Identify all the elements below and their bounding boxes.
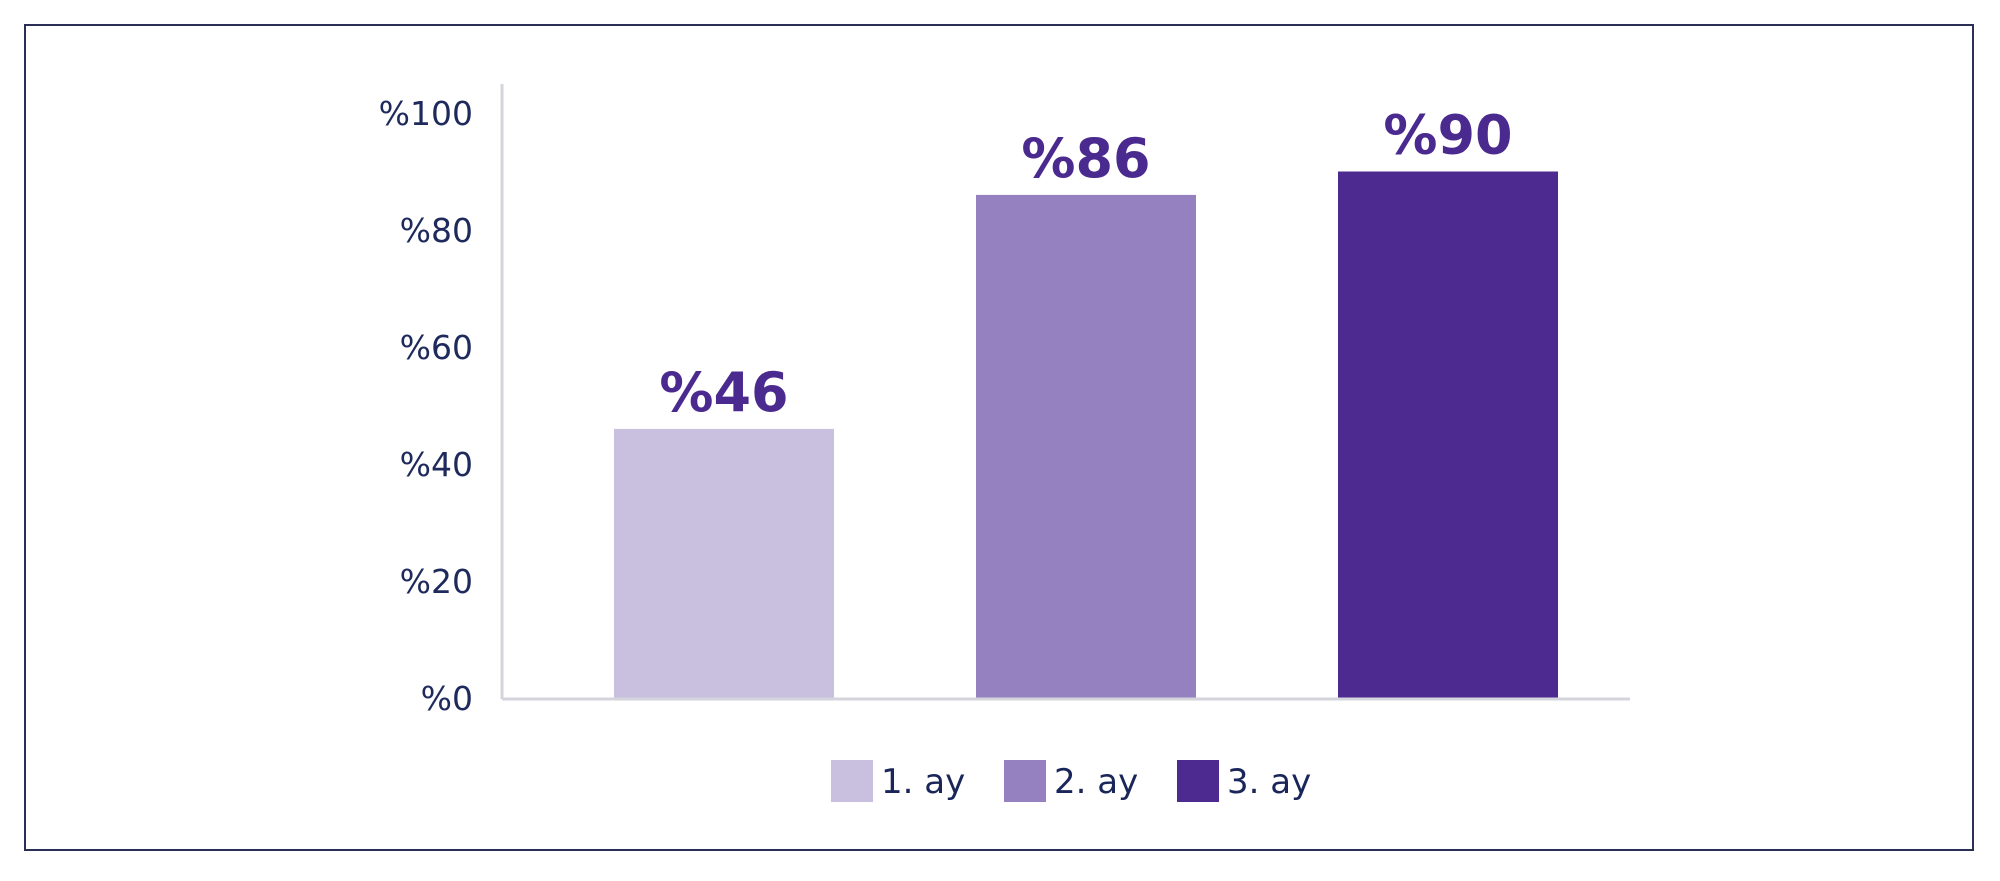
y-tick-label: %100 (379, 94, 473, 133)
y-tick-label: %20 (400, 562, 473, 601)
y-tick-label: %80 (400, 211, 473, 250)
bar (1338, 171, 1558, 698)
y-axis-ticks: %0 %20 %40 %60 %80 %100 (379, 94, 473, 718)
legend-swatch (831, 760, 873, 802)
y-tick-label: %60 (400, 328, 473, 367)
legend-label: 2. ay (1054, 762, 1138, 802)
data-label: %86 (1021, 127, 1150, 190)
chart-frame (24, 24, 1974, 851)
legend: 1. ay 2. ay 3. ay (831, 760, 1311, 802)
legend-swatch (1004, 760, 1046, 802)
y-tick-label: %0 (421, 679, 473, 718)
bar (614, 428, 834, 698)
data-labels: %46 %86 %90 (659, 104, 1512, 424)
data-label: %90 (1383, 104, 1512, 167)
bars (614, 171, 1558, 698)
y-tick-label: %40 (400, 445, 473, 484)
bar (976, 194, 1196, 698)
legend-label: 1. ay (881, 762, 965, 802)
legend-label: 3. ay (1227, 762, 1311, 802)
data-label: %46 (659, 361, 788, 424)
legend-swatch (1177, 760, 1219, 802)
